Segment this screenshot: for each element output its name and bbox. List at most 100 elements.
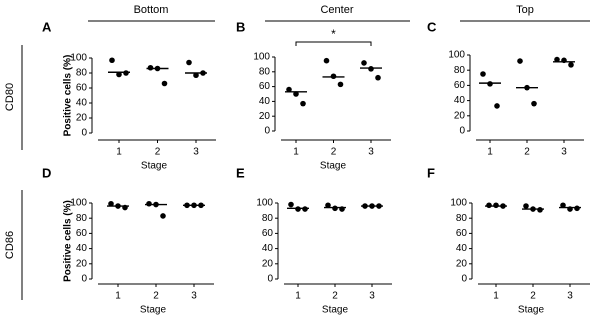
panel-label: A xyxy=(42,19,52,34)
y-axis-label: Positive cells (%) xyxy=(63,200,74,282)
y-tick-label: 100 xyxy=(448,50,465,61)
y-tick-label: 80 xyxy=(456,213,468,224)
data-point xyxy=(332,205,338,212)
data-point xyxy=(288,201,294,208)
y-axis-label: Positive cells (%) xyxy=(63,55,74,137)
data-point xyxy=(323,57,330,64)
data-point xyxy=(160,213,166,219)
y-tick-label: 40 xyxy=(454,95,466,106)
x-tick-label: 3 xyxy=(369,291,375,302)
data-point xyxy=(368,66,374,72)
data-point xyxy=(537,207,543,213)
data-point xyxy=(554,56,560,63)
data-point xyxy=(480,71,486,77)
data-point xyxy=(486,202,492,209)
column-title: Bottom xyxy=(134,4,169,16)
y-tick-label: 40 xyxy=(456,243,468,254)
x-tick-label: 2 xyxy=(155,147,161,158)
x-axis-label: Stage xyxy=(141,161,168,172)
y-tick-label: 20 xyxy=(259,111,271,122)
x-tick-label: 2 xyxy=(524,147,530,158)
y-tick-label: 20 xyxy=(76,258,88,269)
x-tick-label: 2 xyxy=(153,291,159,302)
data-point xyxy=(293,91,299,97)
y-tick-label: 60 xyxy=(454,80,466,91)
data-point xyxy=(337,81,344,88)
y-tick-label: 60 xyxy=(259,81,271,92)
data-point xyxy=(186,59,192,66)
x-tick-label: 1 xyxy=(493,291,499,302)
y-tick-label: 20 xyxy=(456,258,468,269)
data-point xyxy=(193,72,199,79)
data-point xyxy=(493,202,499,209)
data-point xyxy=(330,73,337,80)
data-point xyxy=(568,62,574,68)
y-tick-label: 60 xyxy=(262,228,274,239)
y-tick-label: 80 xyxy=(76,68,88,79)
y-tick-label: 80 xyxy=(76,213,88,224)
y-tick-label: 20 xyxy=(76,113,88,124)
data-point xyxy=(295,206,301,212)
data-point xyxy=(146,200,152,207)
data-point xyxy=(523,203,529,209)
panel-label: E xyxy=(236,165,245,180)
y-tick-label: 100 xyxy=(70,198,87,209)
data-point xyxy=(560,202,566,209)
y-tick-label: 0 xyxy=(264,126,270,137)
column-title: Top xyxy=(516,4,534,16)
x-axis-label: Stage xyxy=(140,305,167,316)
y-tick-label: 80 xyxy=(262,213,274,224)
panel-label: B xyxy=(236,19,245,34)
x-tick-label: 1 xyxy=(487,147,493,158)
y-tick-label: 0 xyxy=(459,126,465,137)
data-point xyxy=(109,57,115,64)
data-point xyxy=(161,80,168,87)
y-tick-label: 60 xyxy=(76,83,88,94)
y-tick-label: 60 xyxy=(76,228,88,239)
x-axis-label: Stage xyxy=(518,305,545,316)
y-tick-label: 0 xyxy=(267,274,273,285)
significance-label: * xyxy=(331,27,336,41)
y-tick-label: 40 xyxy=(262,243,274,254)
data-point xyxy=(286,86,292,93)
y-tick-label: 0 xyxy=(81,274,87,285)
y-tick-label: 20 xyxy=(454,110,466,121)
y-tick-label: 100 xyxy=(256,198,273,209)
x-tick-label: 1 xyxy=(293,147,299,158)
data-point xyxy=(123,70,129,76)
y-tick-label: 100 xyxy=(253,52,270,63)
y-tick-label: 40 xyxy=(259,96,271,107)
y-tick-label: 20 xyxy=(262,258,274,269)
column-title: Center xyxy=(320,4,353,16)
panel-label: C xyxy=(427,19,437,34)
x-axis-label: Stage xyxy=(320,161,347,172)
x-axis-label: Stage xyxy=(322,305,349,316)
x-tick-label: 2 xyxy=(530,291,536,302)
panel-label: D xyxy=(42,165,51,180)
x-tick-label: 3 xyxy=(561,147,567,158)
data-point xyxy=(302,206,308,212)
data-point xyxy=(574,205,580,212)
data-point xyxy=(487,81,493,87)
y-tick-label: 40 xyxy=(76,98,88,109)
x-tick-label: 3 xyxy=(567,291,573,302)
y-tick-label: 0 xyxy=(461,274,467,285)
data-point xyxy=(375,74,381,81)
x-tick-label: 3 xyxy=(191,291,197,302)
x-tick-label: 3 xyxy=(368,147,374,158)
data-point xyxy=(116,71,122,78)
x-tick-label: 1 xyxy=(115,291,121,302)
data-point xyxy=(517,58,523,64)
y-tick-label: 100 xyxy=(70,53,87,64)
x-tick-label: 3 xyxy=(193,147,199,158)
data-point xyxy=(494,103,500,109)
row-title: CD80 xyxy=(4,83,16,111)
y-tick-label: 80 xyxy=(259,66,271,77)
data-point xyxy=(300,100,306,107)
y-tick-label: 80 xyxy=(454,65,466,76)
panel-label: F xyxy=(427,165,435,180)
x-tick-label: 1 xyxy=(116,147,122,158)
y-tick-label: 100 xyxy=(450,198,467,209)
x-tick-label: 1 xyxy=(295,291,301,302)
